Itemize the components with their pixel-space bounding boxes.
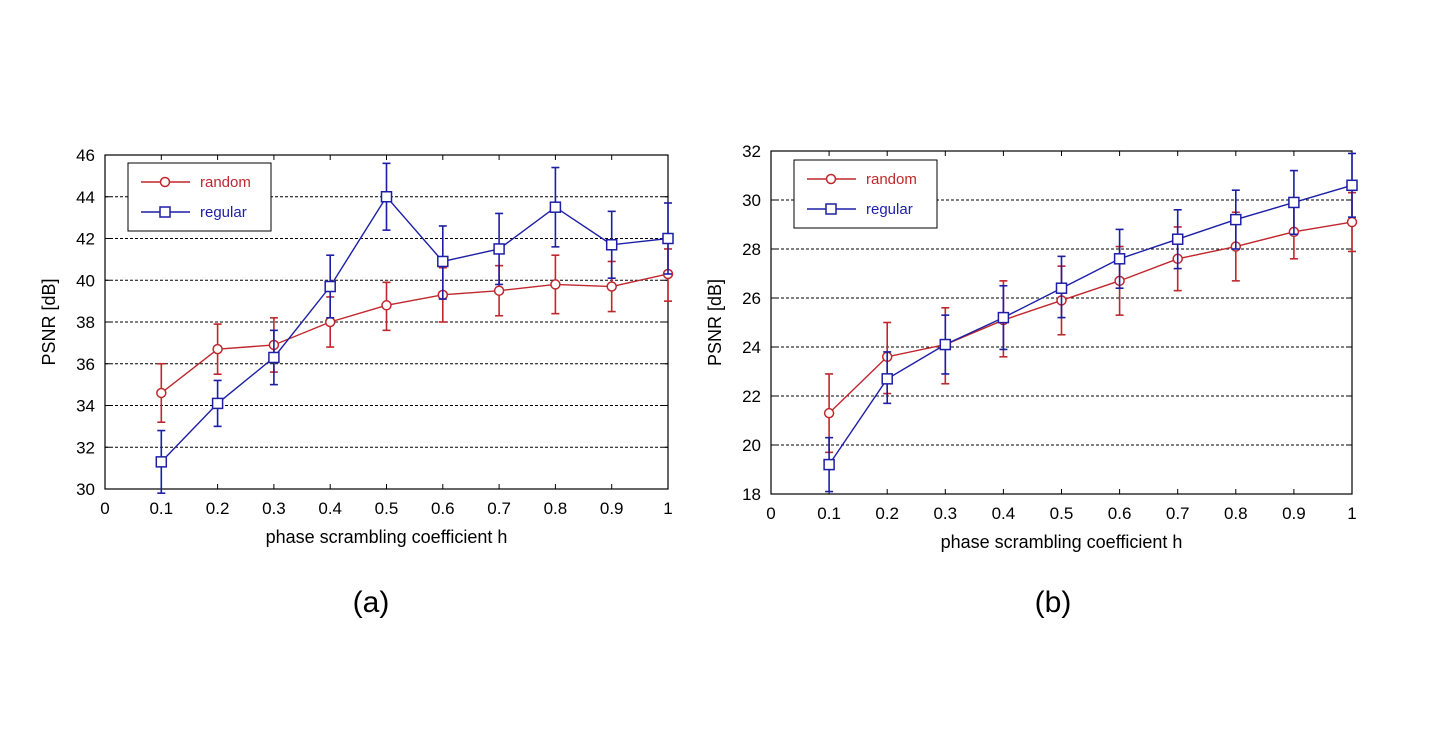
x-tick-label: 0.1 (817, 504, 841, 523)
y-tick-label: 20 (742, 436, 761, 455)
data-point (549, 201, 562, 213)
data-point (1113, 253, 1126, 265)
chart-0: 30 32 34 36 38 40 42 44 46 0 0.1 0.2 0.3 0.4 0.5 0.6 0.7… (39, 146, 674, 619)
series-regular (823, 152, 1358, 493)
legend-box (127, 162, 272, 232)
data-point (823, 407, 835, 419)
data-point (381, 300, 392, 311)
data-point (550, 279, 561, 290)
series-line (828, 184, 1353, 465)
x-tick-label: 0.1 (149, 499, 173, 518)
data-point (212, 343, 223, 355)
x-tick-label: 0.4 (992, 504, 1016, 523)
legend-marker (159, 206, 171, 218)
legend-marker (159, 176, 171, 188)
data-point (1230, 213, 1242, 226)
y-tick-label: 28 (742, 240, 761, 259)
data-point (997, 311, 1010, 324)
y-tick-label: 38 (76, 313, 95, 332)
legend-box (793, 159, 938, 229)
x-tick-label: 0.5 (1050, 504, 1074, 523)
y-axis-label: PSNR [dB] (705, 279, 725, 366)
y-tick-label: 24 (742, 338, 761, 357)
x-tick-label: 0.9 (1282, 504, 1306, 523)
y-tick-label: 40 (76, 271, 95, 290)
legend-label: regular (866, 201, 913, 218)
series-regular (155, 162, 674, 494)
y-tick-label: 22 (742, 387, 761, 406)
x-tick-label: 1 (663, 499, 672, 518)
x-axis-label: phase scrambling coefficient h (941, 532, 1183, 552)
y-tick-label: 34 (76, 397, 95, 416)
panel-label: (b) (1035, 586, 1072, 619)
legend-marker (825, 173, 837, 185)
data-point (493, 243, 505, 255)
legend-label: random (866, 171, 917, 188)
x-tick-label: 0.3 (933, 504, 957, 523)
series-line (160, 195, 669, 463)
data-point (493, 285, 505, 296)
x-tick-label: 0.2 (206, 499, 230, 518)
data-point (881, 373, 893, 385)
x-tick-label: 0.8 (544, 499, 568, 518)
panel-label: (a) (353, 586, 390, 619)
x-tick-label: 0 (100, 499, 109, 518)
data-point (437, 255, 449, 268)
data-point (380, 191, 393, 203)
x-tick-label: 0.7 (1166, 504, 1190, 523)
data-point (1055, 282, 1068, 294)
x-tick-label: 0.5 (375, 499, 399, 518)
x-axis-label: phase scrambling coefficient h (266, 527, 508, 547)
x-tick-label: 0.6 (1108, 504, 1132, 523)
y-tick-label: 30 (76, 480, 95, 499)
legend-label: regular (200, 204, 247, 221)
x-tick-label: 0.9 (600, 499, 624, 518)
y-axis-label: PSNR [dB] (39, 278, 59, 365)
x-tick-label: 0.4 (318, 499, 342, 518)
data-point (662, 232, 674, 245)
data-point (156, 387, 167, 399)
y-tick-label: 32 (742, 142, 761, 161)
y-tick-label: 18 (742, 485, 761, 504)
data-point (1346, 216, 1358, 228)
series-line (160, 273, 669, 394)
legend-marker (825, 203, 837, 215)
data-point (823, 458, 835, 471)
series-random (823, 191, 1358, 454)
legend-label: random (200, 174, 251, 191)
y-tick-label: 44 (76, 188, 95, 207)
series-line (828, 221, 1353, 414)
legend: random regular (793, 159, 938, 229)
y-tick-label: 30 (742, 191, 761, 210)
data-point (1346, 179, 1358, 192)
x-tick-label: 0.2 (875, 504, 899, 523)
chart-1: 18 20 22 24 26 28 30 32 0 0.1 0.2 0.3 0.4 0.5 0.6 0.7 0.… (705, 142, 1358, 619)
data-point (939, 338, 952, 351)
data-point (268, 351, 280, 364)
x-tick-label: 0.6 (431, 499, 455, 518)
data-point (605, 239, 618, 251)
data-point (324, 280, 336, 293)
x-tick-label: 0 (766, 504, 775, 523)
y-tick-label: 26 (742, 289, 761, 308)
y-tick-label: 42 (76, 230, 95, 249)
y-tick-label: 32 (76, 438, 95, 457)
data-point (606, 281, 617, 292)
data-point (324, 316, 336, 328)
y-tick-label: 46 (76, 146, 95, 165)
y-tick-label: 36 (76, 355, 95, 374)
data-point (211, 397, 224, 410)
legend: random regular (127, 162, 272, 232)
data-point (1288, 196, 1300, 209)
x-tick-label: 0.3 (262, 499, 286, 518)
data-point (1171, 233, 1184, 245)
data-point (155, 456, 168, 468)
x-tick-label: 1 (1347, 504, 1356, 523)
x-tick-label: 0.8 (1224, 504, 1248, 523)
series-random (156, 248, 674, 424)
x-tick-label: 0.7 (487, 499, 511, 518)
